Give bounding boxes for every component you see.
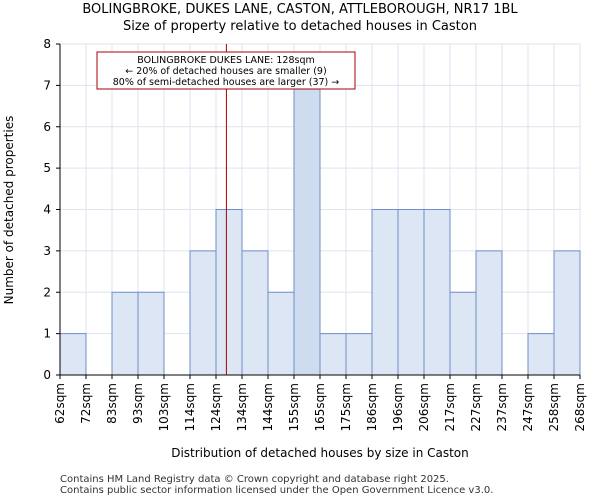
histogram-bar xyxy=(371,209,399,376)
histogram-bar xyxy=(293,84,321,376)
y-tick-label: 5 xyxy=(43,161,51,175)
y-tick-label: 2 xyxy=(43,285,51,299)
x-tick-label: 247sqm xyxy=(521,383,535,431)
chart-title: BOLINGBROKE, DUKES LANE, CASTON, ATTLEBO… xyxy=(82,2,518,17)
histogram-bar xyxy=(527,333,555,376)
histogram-bar xyxy=(397,209,425,376)
annotation-box xyxy=(96,51,356,90)
histogram-bar xyxy=(449,291,477,376)
x-tick-label: 155sqm xyxy=(287,383,301,431)
x-tick-label: 196sqm xyxy=(391,383,405,431)
x-tick-label: 72sqm xyxy=(79,383,93,424)
histogram-bar xyxy=(319,333,347,376)
histogram-bar xyxy=(59,333,87,376)
x-tick-label: 62sqm xyxy=(53,383,67,424)
y-tick-label: 3 xyxy=(43,244,51,258)
x-tick-label: 114sqm xyxy=(183,383,197,431)
x-tick-label: 103sqm xyxy=(157,383,171,431)
x-tick-label: 186sqm xyxy=(365,383,379,431)
histogram-bar xyxy=(215,209,243,376)
y-tick-label: 0 xyxy=(43,368,51,382)
y-axis-label: Number of detached properties xyxy=(2,116,16,305)
x-tick-label: 175sqm xyxy=(339,383,353,431)
histogram-bar xyxy=(241,250,269,376)
x-tick-label: 217sqm xyxy=(443,383,457,431)
marker-annotation: BOLINGBROKE DUKES LANE: 128sqm← 20% of d… xyxy=(96,51,356,90)
histogram-bar xyxy=(423,209,451,376)
annotation-line: ← 20% of detached houses are smaller (9) xyxy=(125,66,326,77)
x-tick-label: 165sqm xyxy=(313,383,327,431)
histogram-bar xyxy=(345,333,373,376)
y-tick-label: 1 xyxy=(43,327,51,341)
histogram-bar xyxy=(111,291,139,376)
y-tick-label: 7 xyxy=(43,78,51,92)
x-tick-label: 134sqm xyxy=(235,383,249,431)
histogram-bar xyxy=(267,291,295,376)
footer-licence: Contains public sector information licen… xyxy=(60,485,494,496)
annotation-line: 80% of semi-detached houses are larger (… xyxy=(113,77,340,88)
histogram-bar xyxy=(137,291,165,376)
x-tick-label: 93sqm xyxy=(131,383,145,424)
x-tick-label: 144sqm xyxy=(261,383,275,431)
histogram-bar xyxy=(189,250,217,376)
x-tick-label: 258sqm xyxy=(547,383,561,431)
x-tick-label: 227sqm xyxy=(469,383,483,431)
x-tick-label: 237sqm xyxy=(495,383,509,431)
y-tick-label: 8 xyxy=(43,37,51,51)
histogram-bar xyxy=(475,250,503,376)
chart-subtitle: Size of property relative to detached ho… xyxy=(123,19,477,34)
x-tick-label: 83sqm xyxy=(105,383,119,424)
x-tick-label: 206sqm xyxy=(417,383,431,431)
x-axis-label: Distribution of detached houses by size … xyxy=(171,446,469,460)
y-tick-label: 6 xyxy=(43,120,51,134)
footer-copyright: Contains HM Land Registry data © Crown c… xyxy=(60,474,449,485)
histogram-bar xyxy=(553,250,581,376)
x-tick-label: 268sqm xyxy=(573,383,587,431)
y-tick-label: 4 xyxy=(43,203,51,217)
x-tick-label: 124sqm xyxy=(209,383,223,431)
annotation-line: BOLINGBROKE DUKES LANE: 128sqm xyxy=(137,55,315,66)
